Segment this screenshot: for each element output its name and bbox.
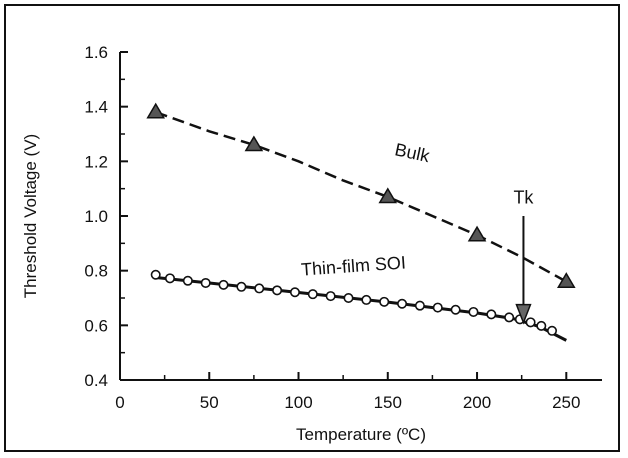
data-point-circle: [343, 292, 354, 303]
data-point-circle: [164, 273, 175, 284]
data-point-circle: [536, 320, 547, 331]
data-point-circle: [289, 287, 300, 298]
data-point-circle: [361, 294, 372, 305]
data-point-circle: [450, 304, 461, 315]
y-tick-label: 0.6: [84, 316, 108, 335]
data-point-circle: [218, 279, 229, 290]
data-point-circle: [200, 277, 211, 288]
x-tick-label: 100: [284, 393, 312, 412]
data-point-circle: [414, 300, 425, 311]
data-point-triangle: [146, 102, 166, 119]
series-line: [155, 276, 567, 342]
data-point-triangle: [556, 272, 576, 288]
x-tick-label: 50: [200, 393, 219, 412]
annotation-thin-film-soi: Thin-film SOI: [300, 252, 406, 279]
axes: [119, 52, 602, 381]
data-point-circle: [397, 298, 408, 309]
series-layer: [146, 102, 576, 342]
y-tick-label: 0.4: [84, 371, 108, 390]
data-point-circle: [486, 309, 497, 320]
series-thin-film-soi: [150, 269, 567, 342]
data-point-circle: [236, 281, 247, 292]
data-point-triangle: [467, 225, 487, 242]
data-point-circle: [525, 317, 536, 328]
data-point-circle: [547, 325, 558, 336]
data-point-circle: [379, 296, 390, 307]
annotation-tk: Tk: [513, 188, 534, 208]
annotation-bulk: Bulk: [393, 139, 432, 166]
y-tick-label: 1.4: [84, 98, 108, 117]
x-tick-label: 250: [552, 393, 580, 412]
series-line: [155, 110, 567, 283]
y-axis-title: Threshold Voltage (V): [21, 134, 40, 298]
threshold-voltage-chart: 0.4 0.6 0.8 1.0 1.2 1.4 1.6 0 50 100 150 200 250 Bul…: [21, 43, 602, 444]
y-tick-label: 1.0: [84, 207, 108, 226]
tk-arrow-head: [515, 303, 532, 325]
data-point-circle: [182, 275, 193, 286]
data-point-triangle: [378, 187, 398, 204]
y-tick-label: 1.2: [84, 152, 108, 171]
data-point-circle: [307, 289, 318, 300]
data-point-circle: [468, 306, 479, 317]
x-tick-label: 150: [374, 393, 402, 412]
data-point-circle: [504, 312, 515, 323]
data-point-triangle: [244, 135, 264, 152]
data-point-circle: [432, 302, 443, 313]
y-tick-label: 1.6: [84, 43, 108, 62]
x-tick-label: 0: [115, 393, 124, 412]
ticks: 0.4 0.6 0.8 1.0 1.2 1.4 1.6 0 50 100 150 200 250: [84, 43, 580, 412]
data-point-circle: [272, 285, 283, 296]
data-point-circle: [325, 291, 336, 302]
x-tick-label: 200: [463, 393, 491, 412]
series-bulk: [146, 102, 576, 288]
y-tick-label: 0.8: [84, 262, 108, 281]
data-point-circle: [254, 283, 265, 294]
x-axis-title: Temperature (ºC): [296, 425, 426, 444]
figure-frame: 0.4 0.6 0.8 1.0 1.2 1.4 1.6 0 50 100 150 200 250 Bul…: [4, 4, 620, 452]
data-point-circle: [150, 269, 161, 280]
